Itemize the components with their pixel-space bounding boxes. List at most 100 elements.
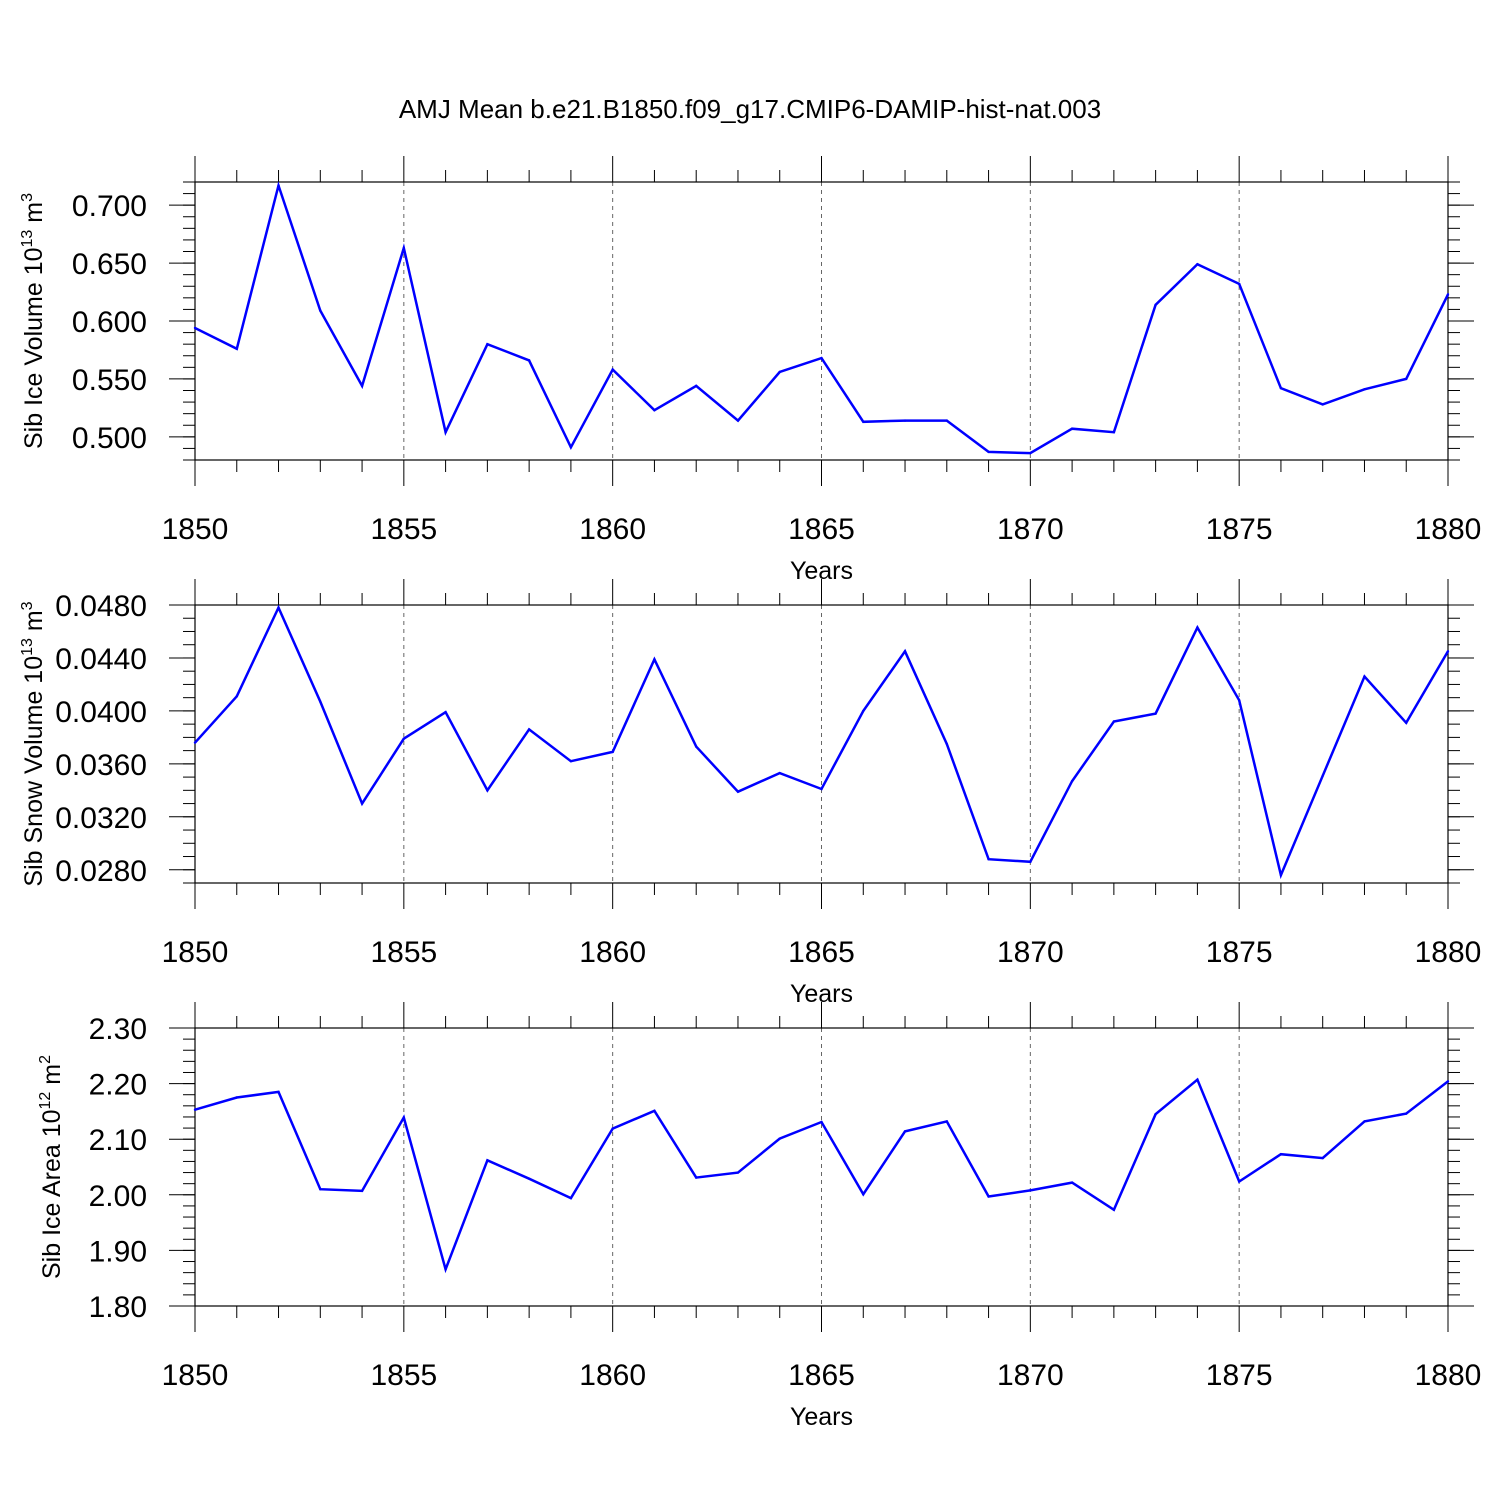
data-point (1237, 282, 1241, 286)
data-point (778, 1137, 781, 1140)
data-point (1363, 675, 1366, 678)
chart-panel-3: 1850 1855 1860 1865 1870 1875 1880 Years 1.80 1.9… (37, 1002, 1481, 1431)
data-point (277, 606, 280, 609)
data-point (653, 408, 656, 412)
data-point (903, 1130, 907, 1133)
data-point (527, 1177, 531, 1180)
data-point (1154, 712, 1157, 715)
data-point (903, 650, 907, 653)
x-tick-label: 1880 (1415, 936, 1482, 969)
y-axis-label-part: 3 (19, 193, 36, 202)
data-point (193, 326, 197, 330)
data-point (569, 1196, 573, 1200)
data-point (611, 1127, 614, 1130)
x-tick-label: 1875 (1206, 936, 1273, 969)
data-point (1405, 1112, 1408, 1115)
panels: 1850 1855 1860 1865 1870 1875 1880 Years 0.500 0.… (19, 156, 1481, 1431)
data-point (1237, 1180, 1241, 1183)
y-tick-label: 0.0440 (55, 643, 147, 676)
data-point (1029, 451, 1032, 455)
data-point (945, 1120, 948, 1123)
data-point (1405, 721, 1408, 725)
y-tick-label: 0.650 (72, 248, 147, 281)
data-point (1029, 1189, 1032, 1192)
x-tick-label: 1865 (788, 936, 855, 969)
y-tick-label: 0.0360 (55, 749, 147, 782)
y-axis-label-part: 2 (37, 1055, 54, 1064)
x-tick-label: 1855 (370, 513, 437, 546)
data-point (820, 356, 823, 360)
y-tick-label: 1.90 (89, 1235, 147, 1268)
data-point (1196, 626, 1199, 629)
data-point (820, 787, 823, 791)
data-point (527, 728, 531, 731)
data-point (319, 700, 322, 703)
data-point (945, 419, 948, 422)
data-point (611, 750, 614, 754)
x-tick-label: 1870 (997, 513, 1064, 546)
y-axis-label: Sib Ice Volume 1013 m3 (19, 193, 48, 449)
data-point (444, 711, 447, 714)
data-point (444, 1268, 447, 1271)
data-point (653, 658, 656, 661)
data-point (1070, 1181, 1074, 1184)
data-point (193, 741, 197, 744)
data-point (402, 737, 406, 740)
x-tick-label: 1875 (1206, 513, 1273, 546)
data-point (1279, 1153, 1283, 1156)
data-point (1363, 1120, 1366, 1123)
y-axis-label-part: 13 (19, 638, 36, 656)
data-point (1029, 860, 1032, 864)
x-tick-label: 1865 (788, 513, 855, 546)
data-point (319, 309, 322, 312)
data-point (1112, 431, 1116, 434)
data-point (987, 857, 990, 861)
chart-title: AMJ Mean b.e21.B1850.f09_g17.CMIP6-DAMIP… (399, 94, 1101, 124)
data-point (402, 1116, 406, 1119)
data-point (1070, 427, 1074, 430)
data-point (277, 1090, 280, 1094)
data-point (402, 246, 406, 250)
data-point (1112, 1208, 1116, 1212)
y-axis-label-part: m (38, 1064, 66, 1092)
data-point (486, 342, 489, 346)
y-axis-label-part: Sib Ice Area 10 (38, 1109, 66, 1279)
y-axis-label-part: 12 (37, 1092, 54, 1110)
data-point (820, 1120, 823, 1124)
data-point (235, 695, 238, 698)
chart-panel-1: 1850 1855 1860 1865 1870 1875 1880Years0.5000.… (19, 156, 1481, 585)
data-point (695, 745, 698, 748)
y-tick-label: 0.0320 (55, 802, 147, 835)
data-point (862, 709, 865, 713)
x-tick-label: 1850 (162, 936, 229, 969)
data-point (736, 1171, 740, 1174)
x-tick-label: 1855 (370, 936, 437, 969)
data-point (987, 450, 990, 454)
y-tick-label: 0.550 (72, 364, 147, 397)
data-point (360, 1189, 364, 1193)
x-tick-label: 1850 (162, 513, 229, 546)
data-point (1446, 293, 1450, 296)
y-axis-label-part: m (20, 610, 48, 638)
x-tick-label: 1870 (997, 936, 1064, 969)
data-point (1196, 263, 1199, 266)
y-tick-label: 0.0400 (55, 696, 147, 729)
data-point (695, 384, 698, 388)
x-tick-label: 1860 (579, 513, 646, 546)
x-tick-label: 1860 (579, 936, 646, 969)
data-point (653, 1109, 656, 1113)
x-tick-label: 1850 (162, 1359, 229, 1392)
y-axis-label-part: Sib Snow Volume 10 (20, 656, 48, 887)
data-point (1321, 774, 1324, 777)
data-point (903, 419, 907, 422)
y-tick-label: 0.0280 (55, 855, 147, 888)
data-point (1070, 779, 1074, 783)
y-axis-label-part: 13 (19, 230, 36, 248)
y-tick-label: 1.80 (89, 1291, 147, 1324)
x-tick-label: 1880 (1415, 1359, 1482, 1392)
data-point (569, 446, 573, 449)
data-point (1405, 377, 1408, 381)
y-tick-label: 2.10 (89, 1124, 147, 1157)
data-point (235, 347, 238, 350)
